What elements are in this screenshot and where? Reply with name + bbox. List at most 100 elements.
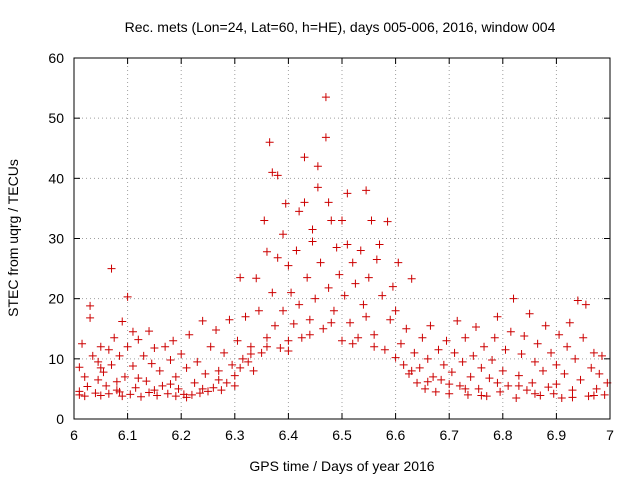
data-point: [421, 384, 430, 393]
data-point: [107, 360, 116, 369]
data-point: [80, 372, 89, 381]
data-point: [370, 330, 379, 339]
data-point: [268, 168, 277, 177]
data-point: [407, 274, 416, 283]
data-point: [324, 198, 333, 207]
x-tick-label: 6.7: [439, 427, 459, 443]
data-point: [209, 383, 218, 392]
data-point: [356, 246, 365, 255]
data-point: [530, 389, 539, 398]
data-point: [367, 216, 376, 225]
data-point: [587, 363, 596, 372]
data-point: [480, 342, 489, 351]
data-point: [512, 393, 521, 402]
x-tick-label: 6.9: [547, 427, 567, 443]
data-point: [455, 381, 464, 390]
data-point: [265, 138, 274, 147]
data-point: [313, 162, 322, 171]
data-point: [359, 300, 368, 309]
data-point: [279, 306, 288, 315]
data-point: [128, 362, 137, 371]
data-point: [281, 199, 290, 208]
data-point: [335, 270, 344, 279]
data-point: [453, 316, 462, 325]
x-tick-label: 7: [606, 427, 614, 443]
data-point: [150, 386, 159, 395]
data-point: [233, 336, 242, 345]
data-point: [276, 344, 285, 353]
data-point: [552, 360, 561, 369]
x-tick-label: 6: [70, 427, 78, 443]
data-point: [212, 325, 221, 334]
data-point: [418, 333, 427, 342]
data-point: [300, 153, 309, 162]
data-point: [589, 391, 598, 400]
data-point: [161, 342, 170, 351]
data-point: [174, 384, 183, 393]
data-point: [541, 321, 550, 330]
data-point: [88, 351, 97, 360]
data-point: [338, 216, 346, 225]
data-point: [597, 351, 606, 360]
data-point: [297, 333, 306, 342]
data-point: [308, 237, 317, 246]
data-point: [426, 321, 435, 330]
data-point: [565, 318, 574, 327]
data-point: [391, 306, 400, 315]
data-point: [139, 351, 148, 360]
data-point: [555, 330, 564, 339]
data-point: [244, 357, 253, 366]
data-point: [321, 133, 330, 142]
data-point: [230, 381, 239, 390]
data-point: [362, 186, 371, 195]
data-point: [563, 342, 572, 351]
data-point: [544, 383, 553, 392]
data-point: [592, 384, 601, 393]
data-point: [458, 357, 467, 366]
data-point: [198, 316, 207, 325]
data-point: [327, 216, 336, 225]
data-point: [533, 339, 542, 348]
data-point: [514, 371, 523, 380]
data-point: [185, 330, 194, 339]
data-point: [568, 386, 577, 395]
data-point: [94, 357, 103, 366]
data-point: [169, 336, 178, 345]
data-point: [163, 389, 172, 398]
data-point: [217, 386, 226, 395]
data-point: [99, 368, 108, 377]
data-point: [104, 345, 113, 354]
data-point: [348, 339, 357, 348]
data-point: [83, 382, 92, 391]
data-point: [343, 189, 352, 198]
y-tick-label: 0: [56, 411, 64, 427]
data-point: [195, 389, 204, 398]
data-point: [380, 345, 389, 354]
data-point: [343, 240, 352, 249]
data-point: [305, 315, 314, 324]
data-point: [375, 240, 384, 249]
data-point: [230, 371, 239, 380]
data-point: [142, 377, 151, 386]
data-point: [351, 279, 360, 288]
data-point: [220, 348, 229, 357]
data-point: [496, 387, 505, 396]
data-point: [560, 369, 569, 378]
data-point: [190, 378, 199, 387]
y-tick-label: 10: [48, 351, 64, 367]
data-point: [517, 350, 526, 359]
data-point: [423, 354, 432, 363]
data-point: [300, 198, 309, 207]
data-point: [166, 380, 175, 389]
data-point: [319, 324, 328, 333]
data-point: [528, 378, 537, 387]
data-point: [407, 366, 416, 375]
data-point: [134, 374, 143, 383]
data-point: [445, 389, 454, 398]
data-point: [461, 333, 470, 342]
data-point: [110, 333, 119, 342]
data-points: [75, 93, 612, 402]
data-point: [410, 348, 419, 357]
data-point: [193, 357, 202, 366]
data-point: [311, 294, 320, 303]
